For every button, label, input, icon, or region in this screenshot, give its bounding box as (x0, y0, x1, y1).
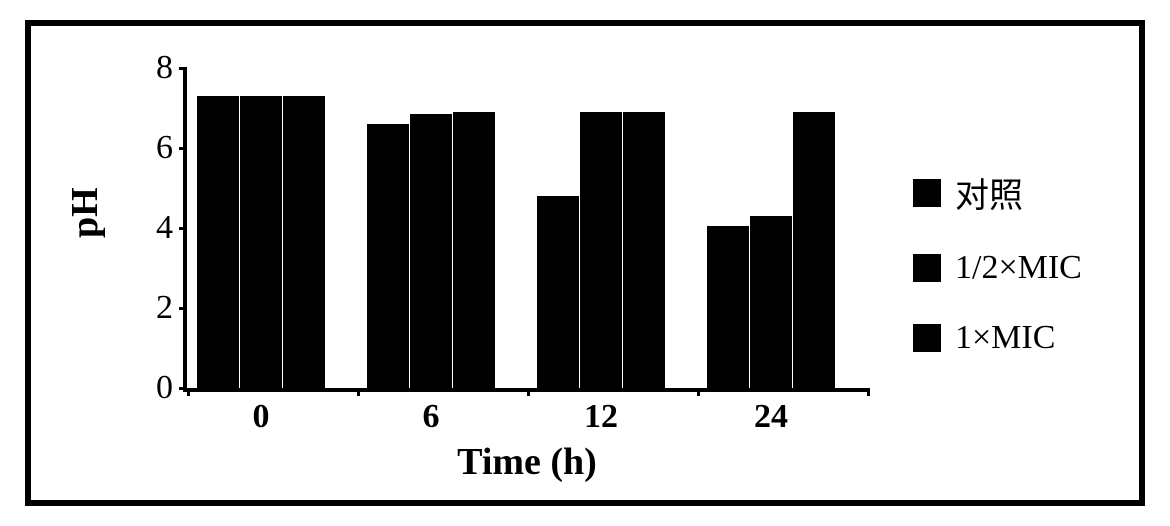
x-tick-label: 0 (253, 398, 270, 436)
x-tick-label: 6 (423, 398, 440, 436)
y-tick-label: 6 (156, 129, 173, 167)
y-tick (179, 227, 187, 230)
bar (410, 114, 452, 388)
y-tick (179, 67, 187, 70)
y-tick-label: 0 (156, 369, 173, 407)
bar (623, 112, 665, 388)
legend-item: 1/2×MIC (913, 249, 1082, 287)
bar (240, 96, 282, 388)
plot-area: Time (h) 02468061224 (183, 68, 867, 392)
x-tick (697, 388, 700, 396)
legend-item: 1×MIC (913, 319, 1082, 357)
bar (750, 216, 792, 388)
y-tick (179, 147, 187, 150)
bar (707, 226, 749, 388)
bar (580, 112, 622, 388)
x-tick-label: 12 (584, 398, 618, 436)
legend-label: 对照 (955, 168, 1023, 217)
bar (793, 112, 835, 388)
legend-label: 1/2×MIC (955, 249, 1082, 287)
chart-area: pH Time (h) 02468061224 对照1/2×MIC1×MIC (43, 38, 1127, 488)
legend-item: 对照 (913, 168, 1082, 217)
y-tick-label: 4 (156, 209, 173, 247)
legend-swatch (913, 179, 941, 207)
x-axis-label: Time (h) (457, 440, 597, 484)
legend-label: 1×MIC (955, 319, 1055, 357)
y-tick (179, 387, 187, 390)
y-axis-label: pH (63, 187, 107, 238)
bar (537, 196, 579, 388)
bar (197, 96, 239, 388)
x-tick (187, 388, 190, 396)
bar (453, 112, 495, 388)
chart-frame: pH Time (h) 02468061224 对照1/2×MIC1×MIC (25, 20, 1145, 506)
y-tick-label: 8 (156, 49, 173, 87)
x-tick (357, 388, 360, 396)
y-tick-label: 2 (156, 289, 173, 327)
legend-swatch (913, 254, 941, 282)
x-tick (867, 388, 870, 396)
x-tick (527, 388, 530, 396)
legend-swatch (913, 324, 941, 352)
x-tick-label: 24 (754, 398, 788, 436)
bar (367, 124, 409, 388)
bar (283, 96, 325, 388)
legend: 对照 1/2×MIC 1×MIC (913, 168, 1082, 357)
y-tick (179, 307, 187, 310)
